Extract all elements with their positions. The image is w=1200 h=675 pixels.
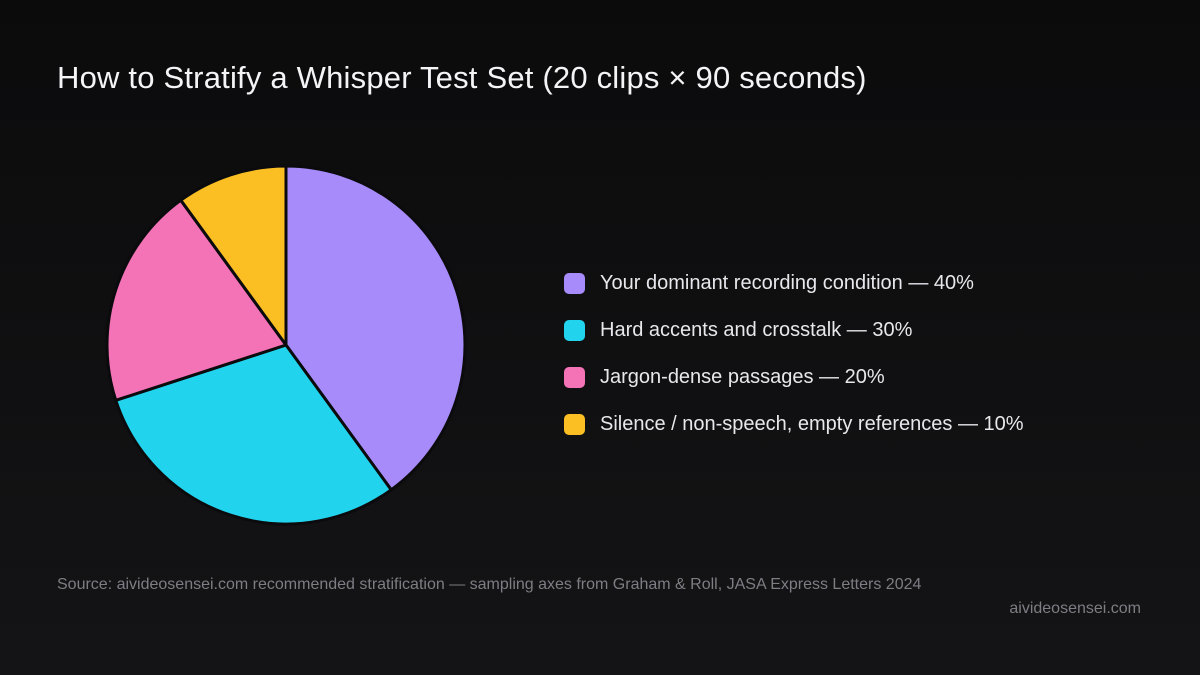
source-note: Source: aivideosensei.com recommended st…: [57, 576, 922, 593]
legend-item-1: Your dominant recording condition — 40%: [564, 260, 1184, 307]
pie-slice-2: [114, 343, 393, 526]
legend-item-2: Hard accents and crosstalk — 30%: [564, 307, 1184, 354]
legend-item-4: Silence / non-speech, empty references —…: [564, 401, 1184, 448]
chart-title: How to Stratify a Whisper Test Set (20 c…: [57, 60, 867, 95]
site-credit: aivideosensei.com: [1009, 600, 1141, 617]
legend-label: Your dominant recording condition — 40%: [600, 272, 974, 294]
pie-slice-4: [179, 164, 288, 347]
legend-swatch: [564, 414, 585, 435]
pie-slice-1: [284, 164, 467, 492]
legend-item-3: Jargon-dense passages — 20%: [564, 354, 1184, 401]
legend-swatch: [564, 320, 585, 341]
chart-legend: Your dominant recording condition — 40% H…: [564, 260, 1184, 448]
legend-label: Jargon-dense passages — 20%: [600, 366, 885, 388]
legend-label: Hard accents and crosstalk — 30%: [600, 319, 913, 341]
pie-slice-3: [105, 198, 288, 402]
legend-swatch: [564, 367, 585, 388]
legend-label: Silence / non-speech, empty references —…: [600, 413, 1024, 435]
legend-swatch: [564, 273, 585, 294]
